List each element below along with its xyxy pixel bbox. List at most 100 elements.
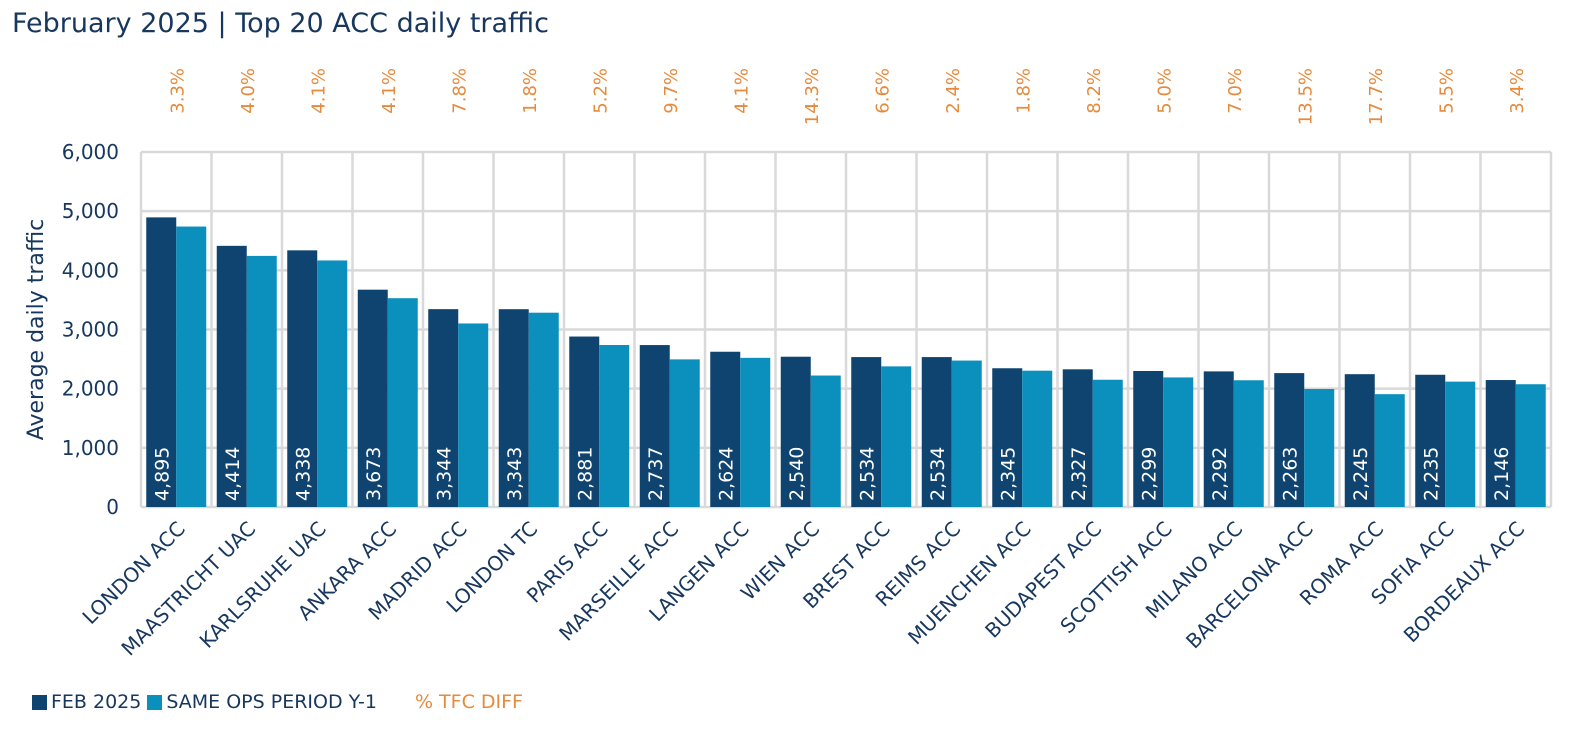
bar-prev-year [1233,380,1264,507]
bar-feb-2025 [1203,371,1234,507]
x-category-label: MUENCHEN ACC [903,517,1036,650]
y-tick-label: 2,000 [62,377,119,401]
pct-diff-label: 7.8% [449,68,470,114]
y-axis-title: Average daily traffic [24,219,49,441]
bar-prev-year [951,360,982,507]
pct-diff-label: 4.1% [379,68,400,114]
y-tick-label: 5,000 [62,199,119,223]
y-tick-label: 4,000 [62,258,119,282]
bar-data-label: 2,263 [1279,447,1301,501]
bar-prev-year [669,359,700,507]
bar-feb-2025 [1344,374,1375,507]
pct-diff-label: 8.2% [1084,68,1105,114]
bar-feb-2025 [287,250,318,507]
bar-prev-year [881,366,912,507]
bar-feb-2025 [357,289,388,507]
bar-feb-2025 [710,351,741,507]
pct-diff-label: 9.7% [661,68,682,114]
x-category-label: BORDEAUX ACC [1399,517,1530,648]
bar-feb-2025 [851,357,882,507]
bar-data-label: 2,345 [997,447,1019,501]
pct-diff-label: 4.1% [731,68,752,114]
bar-prev-year [740,357,771,507]
bar-prev-year [1092,379,1123,507]
pct-diff-label: 7.0% [1225,68,1246,114]
y-tick-label: 3,000 [62,318,119,342]
x-category-label: MARSEILLE ACC [554,517,683,646]
bar-data-label: 4,414 [222,447,244,501]
bar-data-label: 2,299 [1138,447,1160,501]
bar-feb-2025 [1274,373,1305,507]
pct-diff-label: 3.4% [1507,68,1528,114]
bar-feb-2025 [498,309,529,507]
bar-prev-year [246,255,277,507]
bar-data-label: 2,737 [645,447,667,501]
bar-feb-2025 [921,357,952,507]
bar-data-label: 4,338 [292,447,314,501]
pct-diff-label: 1.8% [520,68,541,114]
bar-data-label: 2,327 [1068,447,1090,501]
bar-feb-2025 [428,309,459,507]
pct-diff-label: 5.5% [1436,68,1457,114]
pct-diff-label: 5.2% [590,68,611,114]
bar-prev-year [1022,370,1053,507]
bar-feb-2025 [146,217,177,508]
bar-feb-2025 [1485,380,1516,507]
bar-prev-year [810,375,841,507]
bar-feb-2025 [216,245,247,508]
legend-label-tfc-diff: % TFC DIFF [414,691,523,713]
pct-diff-label: 1.8% [1013,68,1034,114]
pct-diff-label: 13.5% [1295,68,1316,125]
bar-prev-year [1515,384,1546,507]
bar-feb-2025 [1062,369,1093,507]
pct-diff-label: 4.1% [308,68,329,114]
bar-data-label: 2,624 [715,447,737,501]
x-category-label: BARCELONA ACC [1181,517,1318,654]
pct-diff-label: 2.4% [943,68,964,114]
bar-prev-year [176,226,207,508]
x-category-label: MAASTRICHT UAC [116,517,260,661]
legend-label-prev-year: SAME OPS PERIOD Y-1 [166,691,377,713]
y-tick-label: 6,000 [62,140,119,164]
bar-data-label: 3,343 [504,447,526,501]
legend: FEB 2025 SAME OPS PERIOD Y-1 % TFC DIFF [32,688,523,716]
bar-prev-year [528,312,559,507]
legend-swatch-prev-year [147,694,163,710]
bar-feb-2025 [639,345,670,507]
pct-diff-label: 14.3% [802,68,823,125]
y-tick-label: 0 [106,495,119,519]
bar-data-label: 3,673 [363,447,385,501]
bar-prev-year [387,298,418,507]
bar-data-label: 2,881 [574,447,596,501]
bar-data-label: 2,540 [786,447,808,501]
bar-data-label: 2,534 [856,447,878,501]
bar-data-label: 2,235 [1420,447,1442,501]
pct-diff-label: 5.0% [1154,68,1175,114]
bar-prev-year [1445,381,1476,507]
bar-prev-year [1374,394,1405,507]
bar-prev-year [599,345,630,507]
legend-item-feb-2025: FEB 2025 [32,691,141,713]
bar-feb-2025 [780,356,811,507]
bar-feb-2025 [1415,374,1446,507]
bar-prev-year [317,260,348,507]
legend-item-prev-year: SAME OPS PERIOD Y-1 [147,691,377,713]
pct-diff-label: 17.7% [1366,68,1387,125]
bar-data-label: 2,146 [1491,447,1513,501]
y-tick-label: 1,000 [62,436,119,460]
bar-data-label: 2,534 [927,447,949,501]
pct-diff-label: 6.6% [872,68,893,114]
bar-feb-2025 [992,368,1023,507]
bar-prev-year [458,323,489,507]
bar-feb-2025 [1133,370,1164,507]
chart-title: February 2025 | Top 20 ACC daily traffic [12,8,549,39]
bar-data-label: 3,344 [433,447,455,501]
bar-feb-2025 [569,336,600,507]
x-category-label: KARLSRUHE UAC [195,517,331,653]
pct-diff-label: 4.0% [238,68,259,114]
legend-label-feb-2025: FEB 2025 [51,691,142,713]
bar-data-label: 4,895 [151,447,173,501]
bar-data-label: 2,292 [1209,447,1231,501]
bar-prev-year [1163,377,1194,507]
